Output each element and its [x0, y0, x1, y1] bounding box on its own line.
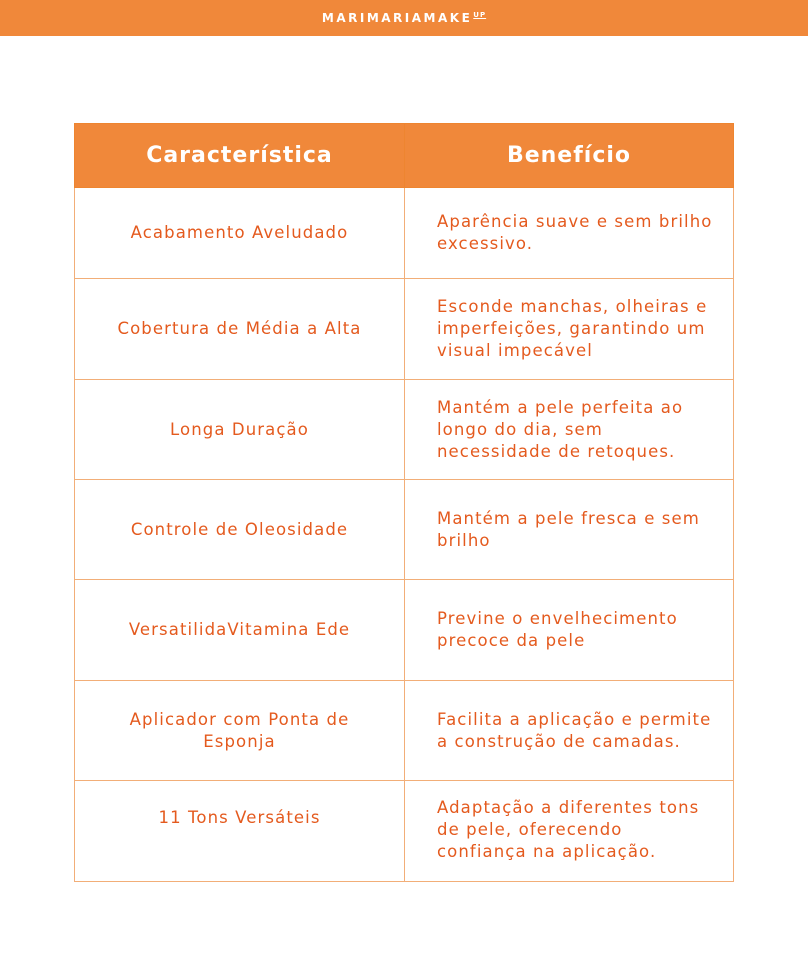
benefit-cell: Facilita a aplicação e permite a constru… — [404, 680, 734, 781]
benefit-cell: Mantém a pele perfeita ao longo do dia, … — [404, 379, 734, 480]
table-row: Controle de Oleosidade Mantém a pele fres… — [74, 479, 734, 580]
benefit-cell: Adaptação a diferentes tons de pele, ofe… — [404, 780, 734, 882]
table-row: Acabamento Aveludado Aparência suave e se… — [74, 187, 734, 279]
feature-cell: Aplicador com Ponta de Esponja — [74, 680, 405, 781]
logo-sup: UP — [473, 11, 487, 19]
benefit-cell: Aparência suave e sem brilho excessivo. — [404, 187, 734, 279]
feature-cell: 11 Tons Versáteis — [74, 780, 405, 882]
brand-logo: MARIMARIAMAKEUP — [322, 11, 486, 25]
header-feature: Característica — [74, 123, 405, 188]
benefit-cell: Esconde manchas, olheiras e imperfeições… — [404, 278, 734, 380]
feature-cell: Longa Duração — [74, 379, 405, 480]
table-row: Aplicador com Ponta de Esponja Facilita a… — [74, 680, 734, 781]
feature-cell: Acabamento Aveludado — [74, 187, 405, 279]
table-row: Longa Duração Mantém a pele perfeita ao l… — [74, 379, 734, 480]
feature-cell: Controle de Oleosidade — [74, 479, 405, 580]
benefit-cell: Mantém a pele fresca e sem brilho — [404, 479, 734, 580]
table-header-row: Característica Benefício — [74, 123, 734, 188]
top-banner: MARIMARIAMAKEUP — [0, 0, 808, 36]
header-benefit: Benefício — [404, 123, 734, 188]
table-row: 11 Tons Versáteis Adaptação a diferentes … — [74, 780, 734, 882]
features-table: Característica Benefício Acabamento Avel… — [74, 123, 734, 882]
table-row: Cobertura de Média a Alta Esconde manchas… — [74, 278, 734, 380]
table-row: VersatilidaVitamina Ede Previne o envelhe… — [74, 579, 734, 681]
benefit-cell: Previne o envelhecimento precoce da pele — [404, 579, 734, 681]
feature-cell: Cobertura de Média a Alta — [74, 278, 405, 380]
logo-text: MARIMARIAMAKE — [321, 11, 473, 25]
feature-cell: VersatilidaVitamina Ede — [74, 579, 405, 681]
